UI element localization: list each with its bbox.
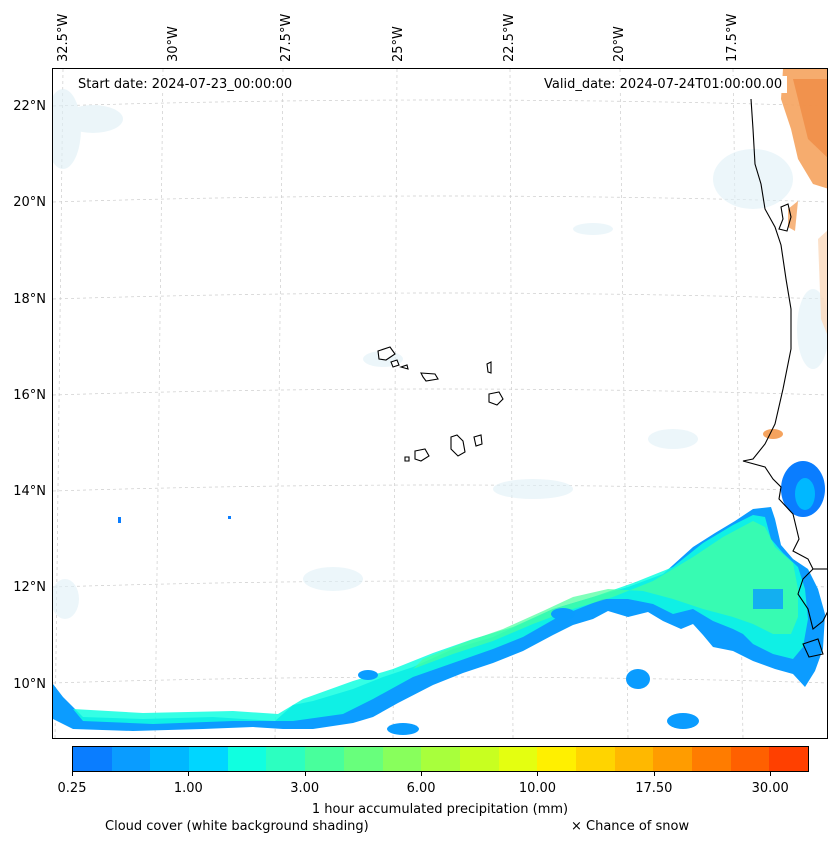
colorbar-tickmark	[421, 772, 423, 776]
lon-label: 32.5°W	[56, 13, 71, 62]
lat-label: 12°N	[13, 580, 46, 595]
colorbar-segment	[769, 747, 809, 771]
lon-label: 20°W	[612, 26, 627, 62]
precipitation-colorbar	[72, 746, 809, 772]
colorbar-tick-label: 0.25	[57, 781, 87, 796]
colorbar-segment	[382, 747, 422, 771]
colorbar-segment	[111, 747, 151, 771]
colorbar-tickmark	[188, 772, 190, 776]
colorbar-tick-label: 30.00	[751, 781, 789, 796]
lon-label: 25°W	[391, 26, 406, 62]
colorbar-tickmark	[653, 772, 655, 776]
map-canvas	[53, 69, 827, 738]
colorbar-segment	[305, 747, 344, 771]
colorbar-segment	[537, 747, 576, 771]
colorbar-tick-label: 17.50	[635, 781, 673, 796]
cape-verde-islands	[377, 346, 504, 462]
lon-label: 27.5°W	[279, 13, 294, 62]
precipitation-band	[53, 461, 825, 735]
cloud-cover-legend: Cloud cover (white background shading)	[105, 819, 369, 834]
lat-label: 22°N	[13, 99, 46, 114]
lat-label: 20°N	[13, 195, 46, 210]
lat-label: 10°N	[13, 677, 46, 692]
lon-label: 30°W	[166, 26, 181, 62]
colorbar-segment	[343, 747, 383, 771]
colorbar-tickmark	[537, 772, 539, 776]
colorbar-tickmark	[304, 772, 306, 776]
colorbar-segment	[189, 747, 228, 771]
valid-date-label: Valid_date: 2024-07-24T01:00:00.00	[539, 76, 788, 93]
cloud-cover-shading	[53, 89, 827, 619]
colorbar-segment	[575, 747, 615, 771]
colorbar-tick-label: 3.00	[290, 781, 320, 796]
map-panel	[52, 68, 828, 739]
lon-label: 22.5°W	[502, 13, 517, 62]
colorbar-tickmark	[72, 772, 73, 776]
colorbar-segment	[692, 747, 731, 771]
land-shading	[763, 69, 827, 439]
colorbar-segment	[653, 747, 692, 771]
snow-legend: × Chance of snow	[571, 819, 690, 834]
lat-label: 16°N	[13, 388, 46, 403]
colorbar-segment	[421, 747, 460, 771]
colorbar-segment	[614, 747, 654, 771]
colorbar-tick-label: 10.00	[518, 781, 557, 796]
colorbar-label: 1 hour accumulated precipitation (mm)	[311, 802, 569, 817]
colorbar-segment	[459, 747, 499, 771]
colorbar-segment	[73, 747, 112, 771]
colorbar-segment	[227, 747, 267, 771]
coastlines	[742, 98, 827, 658]
lat-label: 18°N	[13, 292, 46, 307]
colorbar-tickmark	[770, 772, 772, 776]
lon-label: 17.5°W	[725, 13, 740, 62]
colorbar-tick-label: 1.00	[173, 781, 203, 796]
lat-label: 14°N	[13, 484, 46, 499]
colorbar-segment	[266, 747, 306, 771]
colorbar-tick-label: 6.00	[406, 781, 436, 796]
colorbar-segment	[730, 747, 770, 771]
colorbar-segment	[150, 747, 190, 771]
colorbar-segment	[498, 747, 538, 771]
start-date-label: Start date: 2024-07-23_00:00:00	[73, 76, 298, 93]
